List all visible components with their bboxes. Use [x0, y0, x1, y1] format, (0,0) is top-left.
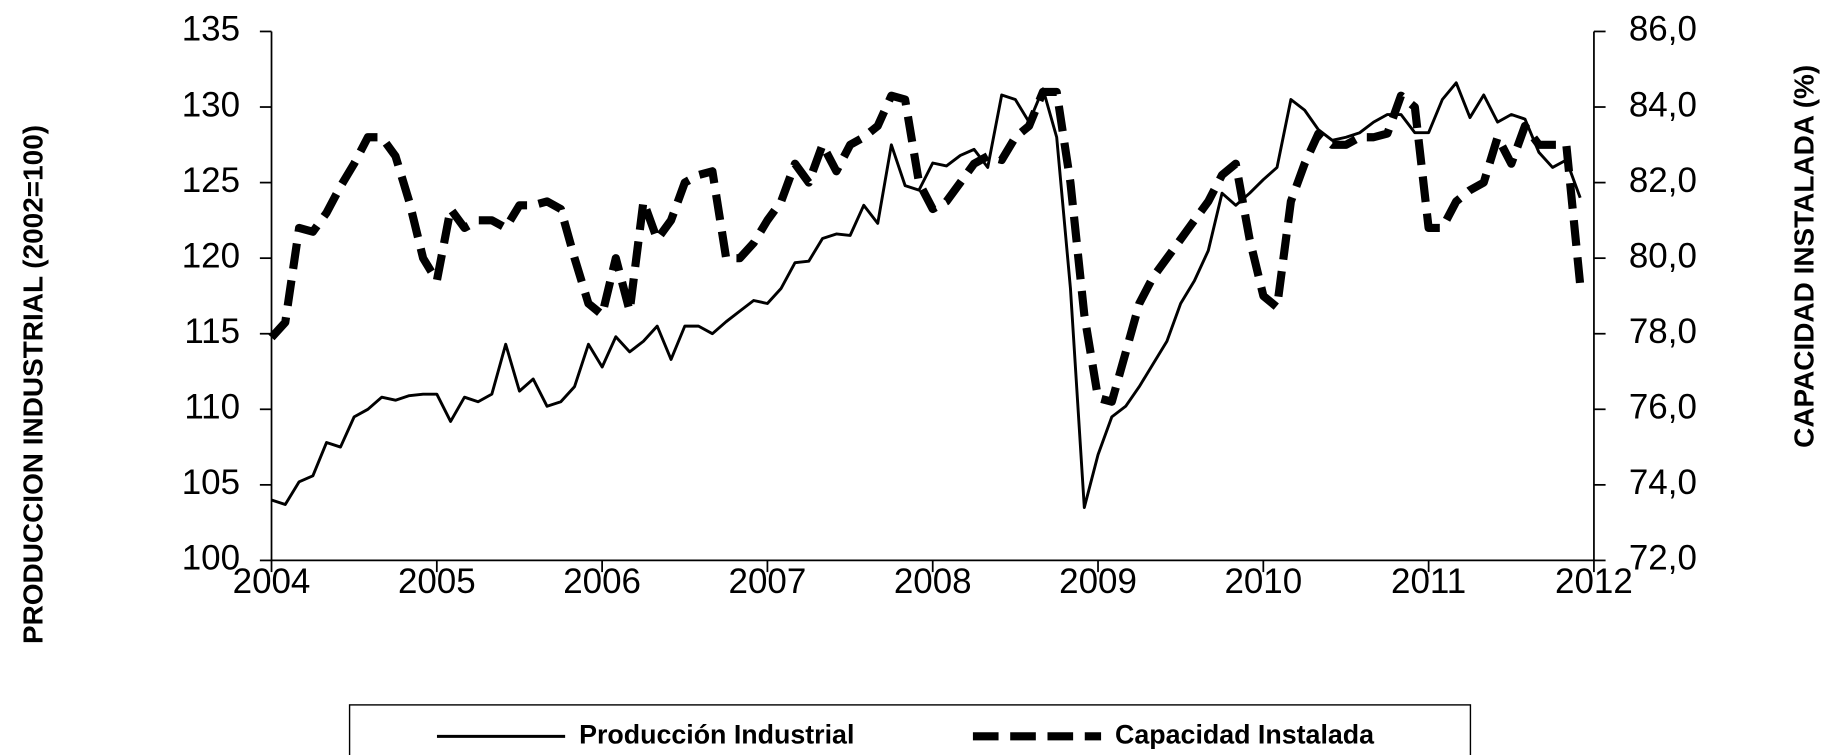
series-line [268, 87, 1585, 406]
y2-tick-label: 74,0 [1629, 463, 1697, 502]
x-tick-label: 2008 [894, 562, 972, 601]
y-tick-label: 125 [182, 161, 240, 200]
legend-label: Capacidad Instalada [1115, 719, 1375, 749]
y-axis-label: PRODUCCION INDUSTRIAL (2002=100) [17, 125, 48, 644]
x-tick-label: 2006 [563, 562, 641, 601]
x-tick-label: 2011 [1391, 562, 1466, 601]
legend-label: Producción Industrial [579, 719, 854, 749]
y-tick-label: 110 [184, 388, 240, 427]
y-tick-label: 120 [182, 236, 240, 275]
y-tick-label: 130 [182, 85, 240, 124]
x-tick-label: 2004 [233, 562, 311, 601]
x-tick-label: 2007 [729, 562, 807, 601]
y2-tick-label: 80,0 [1629, 236, 1697, 275]
y-tick-label: 105 [182, 463, 240, 502]
y-tick-label: 100 [182, 539, 240, 578]
y-tick-label: 135 [182, 10, 240, 49]
y2-tick-label: 78,0 [1629, 312, 1697, 351]
series-line [271, 81, 1582, 509]
x-tick-label: 2009 [1059, 562, 1137, 601]
y2-tick-label: 72,0 [1629, 539, 1697, 578]
y2-tick-label: 84,0 [1629, 85, 1697, 124]
y-tick-label: 115 [184, 312, 240, 351]
y2-tick-label: 76,0 [1629, 388, 1697, 427]
x-tick-label: 2010 [1224, 562, 1302, 601]
legend-box [348, 704, 1472, 755]
x-tick-label: 2005 [398, 562, 476, 601]
y2-axis-label: CAPACIDAD INSTALADA (%) [1788, 65, 1819, 448]
y2-tick-label: 82,0 [1629, 161, 1697, 200]
y2-tick-label: 86,0 [1629, 10, 1697, 49]
x-tick-label: 2012 [1555, 562, 1633, 601]
